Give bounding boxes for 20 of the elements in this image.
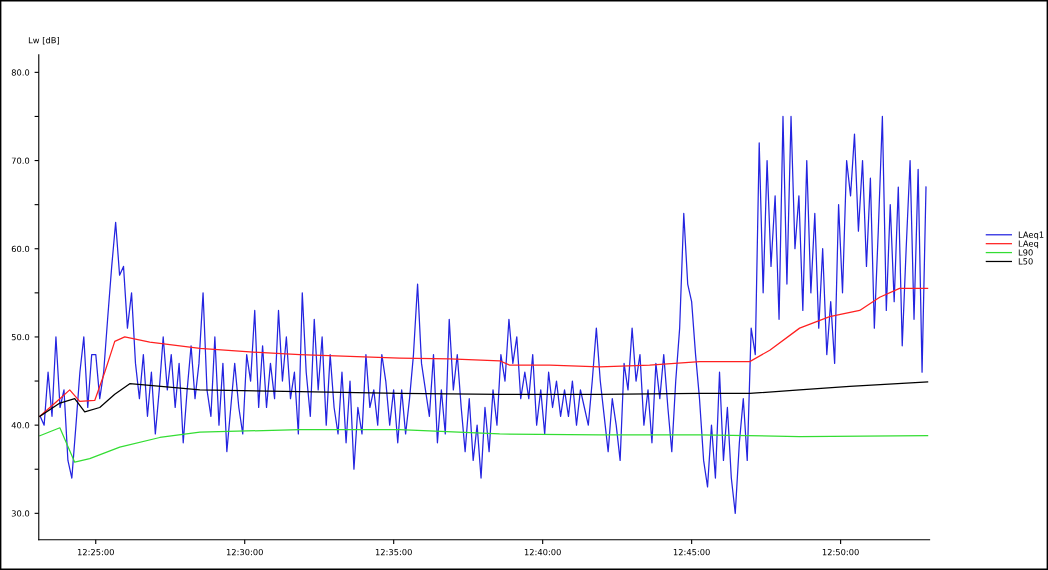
legend-label: L90: [1018, 249, 1033, 256]
y-tick-label: 50.0: [11, 333, 30, 341]
y-tick-label: 70.0: [11, 157, 30, 164]
y-tick-label: 60.0: [11, 245, 30, 253]
y-tick-label: 40.0: [11, 422, 30, 429]
legend-label: LAeq: [1018, 240, 1039, 249]
x-tick-label: 12:35:00: [375, 548, 412, 556]
x-tick-label: 12:40:00: [524, 548, 561, 556]
y-tick-label: 80.0: [11, 69, 30, 76]
legend-label: L50: [1018, 258, 1033, 265]
x-tick-label: 12:45:00: [673, 548, 710, 556]
line-series: [39, 287, 929, 417]
x-tick-label: 12:30:00: [226, 548, 263, 556]
line-series: [39, 427, 929, 463]
y-axis-title: Lw [dB]: [28, 36, 59, 45]
legend-label: LAeq1: [1018, 231, 1044, 240]
x-tick-label: 12:25:00: [77, 548, 114, 556]
y-tick-label: 30.0: [11, 510, 30, 517]
line-series: [39, 115, 927, 514]
x-tick-label: 12:50:00: [822, 548, 859, 556]
